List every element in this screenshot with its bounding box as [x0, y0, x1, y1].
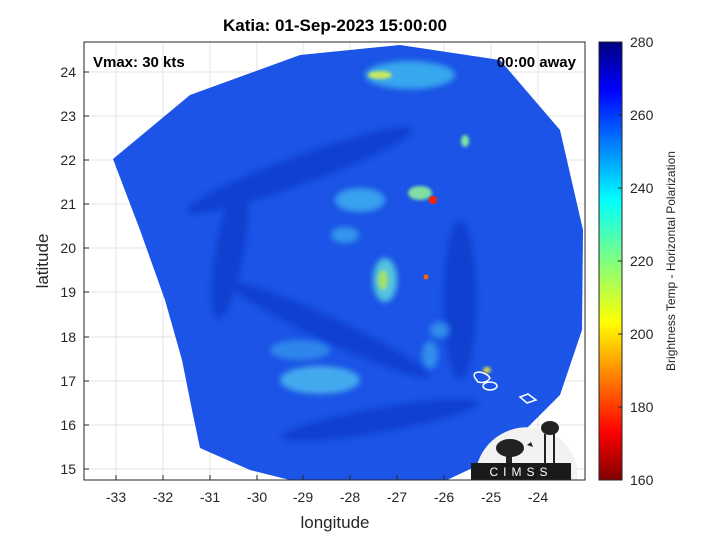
y-tick-label: 23	[60, 108, 76, 124]
x-tick-label: -33	[106, 489, 126, 505]
colorbar-tick-labels: 280 260 240 220 200 180 160	[630, 34, 654, 488]
colorbar-tick-label: 200	[630, 326, 654, 342]
y-tick-label: 21	[60, 196, 76, 212]
x-axis-label: longitude	[300, 513, 369, 532]
x-tick-label: -24	[528, 489, 548, 505]
y-tick-label: 18	[60, 329, 76, 345]
x-tick-label: -27	[387, 489, 407, 505]
colorbar-tick-label: 260	[630, 107, 654, 123]
y-tick-label: 24	[60, 64, 76, 80]
y-tick-label: 15	[60, 461, 76, 477]
vmax-label: Vmax: 30 kts	[93, 54, 185, 71]
y-tick-marks	[84, 71, 89, 470]
x-tick-label: -31	[200, 489, 220, 505]
axes-box	[83, 41, 586, 481]
y-tick-labels: 15 16 17 18 19 20 21 22 23 24	[60, 64, 76, 477]
convective-features	[270, 61, 455, 394]
y-tick-label: 19	[60, 284, 76, 300]
y-tick-label: 22	[60, 152, 76, 168]
y-tick-label: 20	[60, 240, 76, 256]
colorbar-tick-label: 160	[630, 472, 654, 488]
colorbar-tick-label: 220	[630, 253, 654, 269]
land-outlines	[473, 371, 583, 464]
plot-title: Katia: 01-Sep-2023 15:00:00	[223, 16, 447, 35]
x-tick-label: -25	[481, 489, 501, 505]
colorbar-tick-label: 240	[630, 180, 654, 196]
colorbar-tick-label: 280	[630, 34, 654, 50]
y-tick-label: 16	[60, 417, 76, 433]
x-tick-marks	[115, 475, 539, 480]
colorbar-tick-marks	[618, 41, 622, 481]
y-tick-label: 17	[60, 373, 76, 389]
cold-spot	[429, 196, 437, 204]
x-tick-label: -30	[247, 489, 267, 505]
y-axis-label: latitude	[33, 234, 52, 289]
cimss-logo-text: CIMSS	[489, 465, 552, 479]
x-tick-labels: -33 -32 -31 -30 -29 -28 -27 -26 -25 -24	[106, 489, 548, 505]
satellite-swath	[113, 45, 583, 480]
x-tick-label: -26	[434, 489, 454, 505]
colorbar-tick-label: 180	[630, 399, 654, 415]
x-tick-label: -28	[340, 489, 360, 505]
warm-spots	[368, 71, 491, 373]
x-tick-label: -29	[293, 489, 313, 505]
x-tick-label: -32	[153, 489, 173, 505]
cold-spot-2	[423, 274, 429, 280]
dark-bands	[187, 126, 479, 442]
cimss-logo: CIMSS	[471, 421, 577, 480]
time-away-label: 00:00 away	[497, 54, 577, 71]
colorbar-label: Brightness Temp - Horizontal Polarizatio…	[664, 151, 678, 371]
